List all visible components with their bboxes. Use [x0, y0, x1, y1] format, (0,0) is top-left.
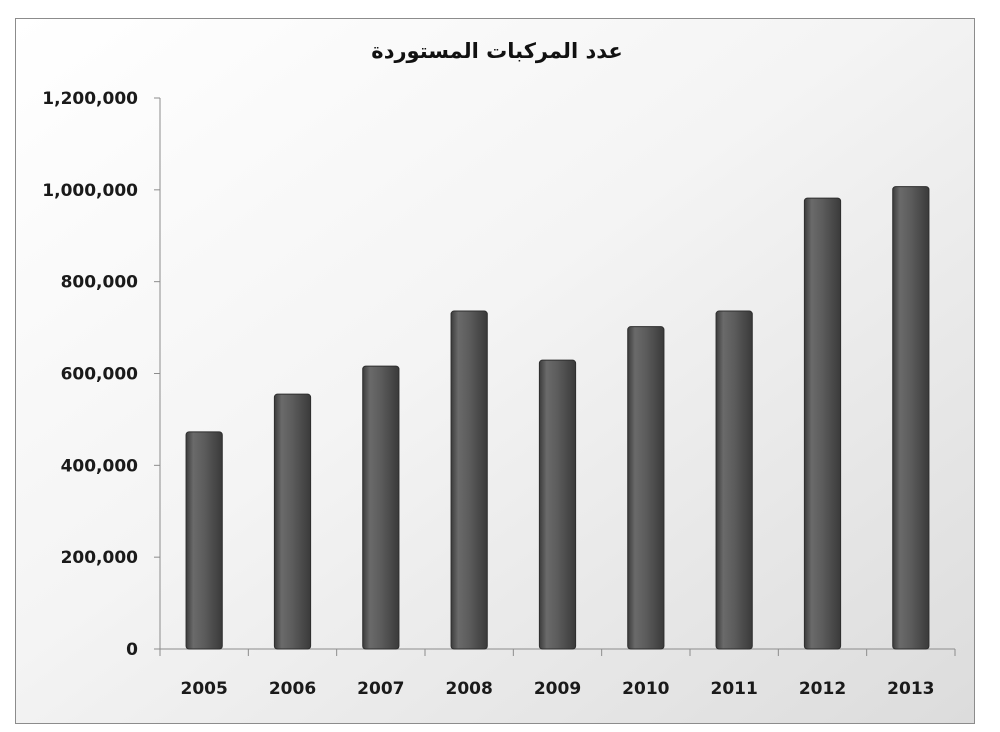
bar-2007	[362, 365, 400, 650]
bar-2009	[538, 359, 577, 650]
bar-2011	[715, 310, 753, 650]
bar-2010	[627, 326, 665, 650]
bar-2013	[892, 186, 930, 650]
x-tick-label: 2012	[799, 679, 846, 699]
y-tick-label: 600,000	[61, 365, 139, 385]
y-tick-label: 1,200,000	[42, 89, 138, 109]
y-tick-label: 0	[126, 640, 138, 660]
bar-2012	[803, 197, 842, 650]
x-tick-label: 2005	[181, 679, 228, 699]
x-tick-label: 2011	[711, 679, 758, 699]
x-tick-label: 2007	[357, 679, 404, 699]
y-axis: 0 200,000 400,000 600,000 800,000 1,000,000 1,…	[42, 89, 161, 660]
x-tick-label: 2013	[887, 679, 934, 699]
x-tick-label: 2006	[269, 679, 316, 699]
y-tick-label: 800,000	[61, 273, 139, 293]
y-tick-label: 1,000,000	[42, 181, 138, 201]
x-tick-label: 2010	[622, 679, 669, 699]
bars	[185, 186, 930, 650]
x-axis: 2005 2006 2007 2008 2009 2010 2011 2012 2013	[159, 648, 956, 699]
x-tick-label: 2008	[446, 679, 493, 699]
chart-title: عدد المركبات المستوردة	[371, 39, 622, 63]
x-tick-label: 2009	[534, 679, 581, 699]
bar-2005	[185, 431, 223, 650]
bar-2008	[450, 310, 488, 650]
y-tick-label: 400,000	[61, 456, 139, 476]
bar-2006	[273, 393, 312, 650]
y-tick-label: 200,000	[61, 548, 139, 568]
